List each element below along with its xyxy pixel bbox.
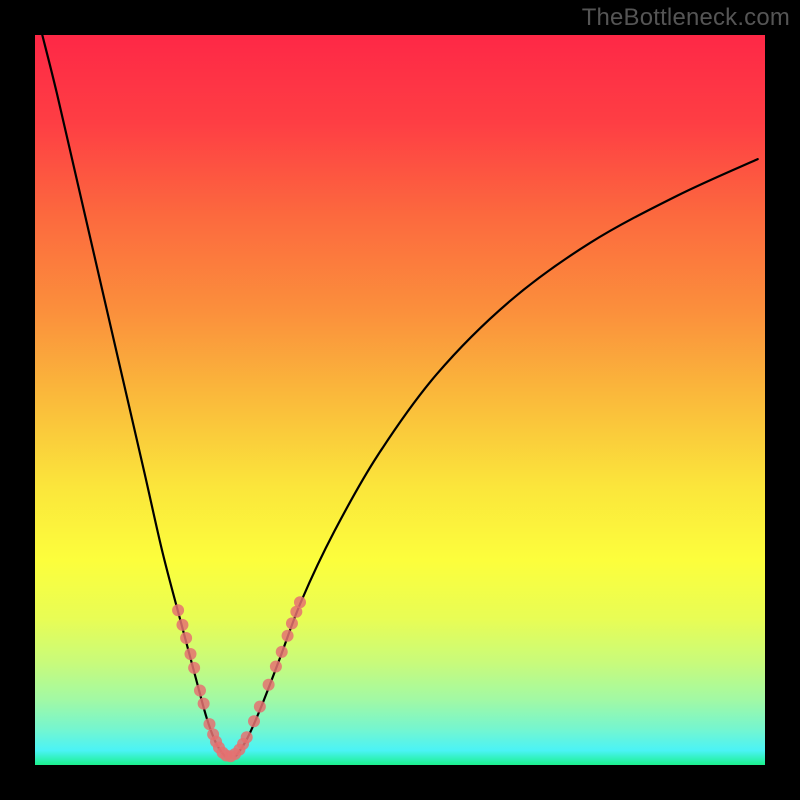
data-marker [294,596,306,608]
data-marker [184,648,196,660]
data-marker [241,731,253,743]
curve-left-branch [42,35,225,756]
data-marker [286,617,298,629]
data-marker [198,698,210,710]
data-marker [282,630,294,642]
data-marker [188,662,200,674]
watermark-text: TheBottleneck.com [582,4,790,32]
data-marker [176,619,188,631]
chart-stage: TheBottleneck.com [0,0,800,800]
data-marker [276,646,288,658]
data-marker [172,604,184,616]
data-marker [270,660,282,672]
data-marker [263,679,275,691]
data-marker [194,685,206,697]
marker-group [172,596,306,762]
data-marker [180,632,192,644]
data-marker [248,715,260,727]
plot-area [35,35,765,765]
curve-right-branch [236,159,758,756]
curve-layer [35,35,765,765]
data-marker [203,718,215,730]
data-marker [254,701,266,713]
